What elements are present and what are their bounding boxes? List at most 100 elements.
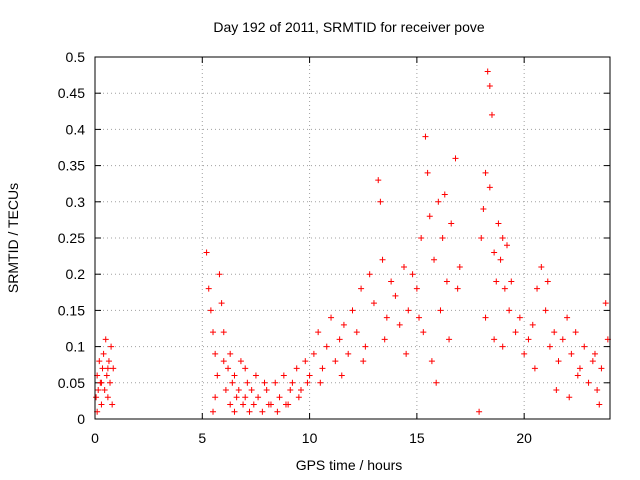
y-tick-label: 0.15 [58, 302, 85, 318]
data-point [222, 387, 229, 394]
data-point [375, 177, 382, 184]
data-point [203, 249, 210, 256]
data-point [401, 263, 407, 270]
data-point [338, 372, 345, 379]
data-point [484, 68, 491, 75]
data-point [568, 350, 575, 357]
data-point [512, 329, 519, 336]
chart-title: Day 192 of 2011, SRMTID for receiver pov… [213, 19, 485, 35]
data-point [263, 387, 270, 394]
data-point [345, 350, 352, 357]
data-point [576, 365, 583, 372]
data-point [95, 387, 102, 394]
data-point [274, 408, 281, 415]
data-point [544, 278, 551, 285]
data-point [210, 408, 217, 415]
data-point [596, 401, 603, 408]
data-point [499, 343, 506, 350]
y-tick-label: 0.3 [66, 194, 86, 210]
data-point [456, 263, 463, 270]
data-point [358, 285, 365, 292]
plot-frame [94, 56, 611, 420]
data-point [553, 387, 560, 394]
data-point [574, 372, 581, 379]
grid-lines [95, 57, 610, 419]
data-point [602, 300, 609, 307]
data-point [102, 336, 109, 343]
data-point [525, 336, 532, 343]
y-tick-label: 0.2 [66, 266, 86, 282]
data-point [295, 394, 302, 401]
data-point [538, 263, 545, 270]
data-point [418, 235, 425, 241]
data-point [435, 198, 442, 205]
data-point [109, 401, 116, 408]
data-point [441, 191, 448, 198]
data-point [233, 394, 240, 401]
data-point [252, 372, 259, 379]
y-tick-label: 0.05 [58, 375, 85, 391]
y-axis-label: SRMTID / TECUs [5, 183, 21, 293]
data-point [454, 285, 461, 292]
data-point [98, 379, 105, 386]
data-point [392, 292, 399, 299]
data-point [564, 314, 571, 321]
data-point [531, 365, 538, 372]
x-tick-label: 0 [91, 430, 99, 446]
data-point [101, 387, 108, 394]
data-point [98, 401, 105, 408]
data-point [555, 358, 562, 365]
data-point [276, 394, 283, 401]
data-point [289, 379, 296, 386]
data-point [488, 111, 495, 118]
data-point [495, 220, 502, 227]
data-point [476, 408, 483, 415]
data-point [250, 401, 257, 408]
data-point [381, 336, 388, 343]
y-tick-label: 0.45 [58, 85, 85, 101]
data-point [377, 198, 384, 205]
data-point [497, 256, 504, 263]
data-point [332, 358, 339, 365]
data-point [542, 307, 549, 314]
data-point [501, 285, 508, 292]
data-point [409, 271, 416, 278]
y-tick-label: 0.1 [66, 339, 86, 355]
data-point [379, 256, 386, 263]
data-point [572, 329, 579, 336]
data-point [486, 82, 493, 89]
data-point [422, 133, 429, 140]
data-point [212, 350, 219, 357]
data-point [413, 285, 420, 292]
data-point [315, 329, 322, 336]
data-point [336, 336, 343, 343]
data-point [566, 394, 573, 401]
data-point [370, 300, 377, 307]
x-tick-label: 20 [516, 430, 532, 446]
data-point [499, 235, 506, 241]
data-point [491, 249, 498, 256]
data-point [302, 358, 309, 365]
data-point [534, 285, 541, 292]
data-point [585, 379, 592, 386]
data-point [287, 387, 294, 394]
data-point [403, 350, 410, 357]
data-point [437, 307, 444, 314]
data-point [482, 314, 489, 321]
data-point [516, 314, 523, 321]
data-point [110, 365, 117, 372]
data-point [108, 343, 115, 350]
data-point [349, 307, 356, 314]
data-point [220, 329, 227, 336]
data-point [207, 307, 214, 314]
data-point [452, 155, 459, 162]
data-point [229, 379, 236, 386]
data-point [265, 401, 272, 408]
data-point [493, 278, 500, 285]
y-tick-label: 0.25 [58, 230, 85, 246]
data-point [360, 358, 367, 365]
data-point [504, 242, 510, 249]
data-point [237, 358, 244, 365]
data-point [340, 321, 347, 328]
